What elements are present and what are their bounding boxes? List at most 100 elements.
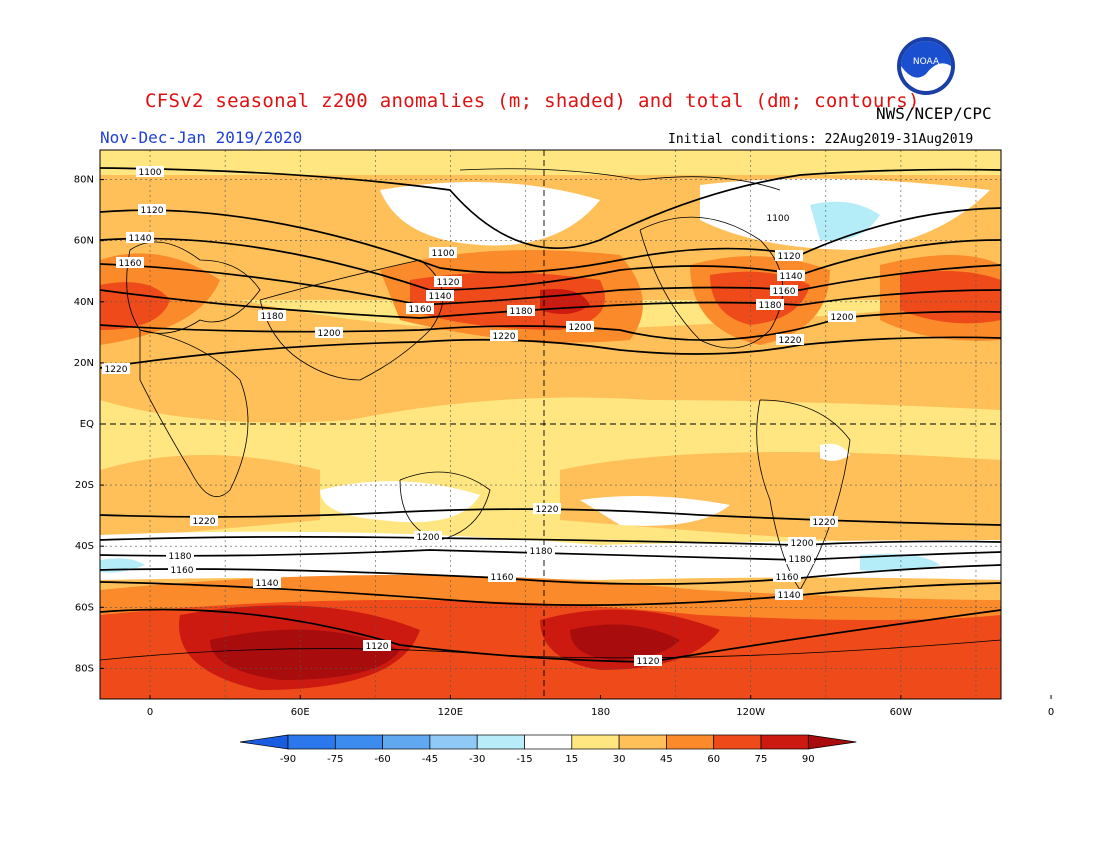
lat-label: 60N (74, 236, 94, 247)
svg-text:1220: 1220 (779, 336, 802, 346)
logo-text: NOAA (913, 57, 940, 67)
lon-label: 180 (591, 707, 610, 718)
initial-conditions: Initial conditions: 22Aug2019-31Aug2019 (668, 132, 974, 147)
svg-text:1220: 1220 (536, 505, 559, 515)
major-grid-lines (100, 150, 1001, 699)
contour-label-1160: 1160 (406, 303, 434, 315)
colorbar-label: 45 (660, 754, 673, 765)
lon-label: 0 (1048, 707, 1054, 718)
svg-text:1140: 1140 (780, 272, 803, 282)
svg-text:1220: 1220 (813, 518, 836, 528)
colorbar-swatch (666, 734, 715, 750)
contour-label-1180: 1180 (527, 545, 555, 557)
lon-label: 60W (890, 707, 913, 718)
contour-1120 (99, 207, 1002, 274)
svg-text:1120: 1120 (437, 278, 460, 288)
colorbar-label: 15 (565, 754, 578, 765)
anomaly-region-60 (100, 282, 170, 330)
anomaly-region-90 (210, 629, 400, 680)
colorbar-swatch (713, 734, 762, 750)
svg-text:1160: 1160 (409, 305, 432, 315)
height-contours (99, 167, 1002, 663)
lat-label: 40S (75, 541, 94, 552)
anomaly-region-negative (860, 553, 940, 572)
colorbar-swatch (334, 734, 383, 750)
contour-1180 (99, 289, 1002, 319)
colorbar-label: -60 (374, 754, 390, 765)
colorbar-label: -30 (469, 754, 485, 765)
contour-labels: 1100 1100 1100 1120 1120 1120 1120 1120 1140 1140… (102, 166, 856, 667)
svg-text:1220: 1220 (493, 332, 516, 342)
contour-label-1160: 1160 (770, 285, 798, 297)
svg-text:1120: 1120 (141, 206, 164, 216)
anomaly-region-near-zero (320, 481, 480, 523)
svg-text:1180: 1180 (510, 307, 533, 317)
contour-label-1100: 1100 (429, 247, 457, 259)
lat-label: 20N (74, 358, 94, 369)
svg-text:1220: 1220 (193, 517, 216, 527)
svg-text:1200: 1200 (791, 539, 814, 549)
contour-label-1220: 1220 (102, 363, 130, 375)
contour-label-1140: 1140 (777, 270, 805, 282)
svg-text:1100: 1100 (139, 168, 162, 178)
contour-label-1180: 1180 (756, 299, 784, 311)
colorbar-swatch (287, 734, 336, 750)
contour-1100 (99, 167, 1002, 250)
colorbar-label: 75 (755, 754, 768, 765)
forecast-period: Nov-Dec-Jan 2019/2020 (100, 128, 303, 147)
contour-label-1220: 1220 (776, 334, 804, 346)
colorbar-swatch (476, 734, 525, 750)
colorbar-label: -15 (516, 754, 532, 765)
coastline-arctic (459, 168, 781, 191)
contour-label-1160: 1160 (168, 564, 196, 576)
map-title: CFSv2 seasonal z200 anomalies (m; shaded… (145, 90, 920, 112)
colorbar-swatch (382, 734, 431, 750)
contour-s-1180 (99, 549, 1002, 561)
colorbar: -90 -75 -60 -45 -30 -15 15 30 45 60 75 90 (239, 734, 857, 765)
colorbar-arrow-high (807, 734, 857, 750)
svg-text:1200: 1200 (318, 329, 341, 339)
svg-text:1100: 1100 (767, 214, 790, 224)
svg-text:1180: 1180 (759, 301, 782, 311)
longitude-labels: 0 60E 120E 180 120W 60W 0 (147, 695, 1054, 718)
svg-text:1180: 1180 (530, 547, 553, 557)
colorbar-label: 60 (707, 754, 720, 765)
svg-text:1220: 1220 (105, 365, 128, 375)
anomaly-region-near-zero (820, 443, 850, 461)
lon-label: 120W (736, 707, 765, 718)
contour-label-1200: 1200 (315, 327, 343, 339)
contour-label-1140: 1140 (253, 577, 281, 589)
contour-label-1160: 1160 (488, 571, 516, 583)
lat-label: EQ (80, 419, 94, 430)
contour-label-1140: 1140 (126, 232, 154, 244)
contour-s-1160 (99, 564, 1002, 585)
contour-label-1180: 1180 (166, 550, 194, 562)
coastline-europe (126, 241, 261, 334)
contour-1220 (99, 336, 1002, 369)
coastline-south-america (756, 399, 851, 591)
svg-text:1200: 1200 (417, 533, 440, 543)
contour-label-1220: 1220 (490, 330, 518, 342)
colorbar-label: -75 (327, 754, 343, 765)
svg-text:1120: 1120 (366, 642, 389, 652)
contour-label-1100: 1100 (136, 166, 164, 178)
svg-text:1180: 1180 (169, 552, 192, 562)
colorbar-label: -45 (422, 754, 438, 765)
anomaly-region-near-zero (580, 496, 730, 526)
contour-label-1200: 1200 (566, 321, 594, 333)
contour-1140 (99, 237, 1002, 291)
svg-text:1120: 1120 (778, 252, 801, 262)
contour-1200 (99, 310, 1002, 341)
contour-label-1180: 1180 (258, 310, 286, 322)
anomaly-region-90 (570, 624, 680, 660)
contour-label-1160: 1160 (773, 571, 801, 583)
colorbar-label: 30 (613, 754, 626, 765)
agency-label: NWS/NCEP/CPC (876, 104, 992, 123)
svg-text:1180: 1180 (261, 312, 284, 322)
anomaly-region-30 (100, 455, 320, 540)
coastline-australia (399, 471, 491, 541)
svg-text:1160: 1160 (776, 573, 799, 583)
svg-text:1140: 1140 (778, 591, 801, 601)
contour-label-1160: 1160 (116, 257, 144, 269)
